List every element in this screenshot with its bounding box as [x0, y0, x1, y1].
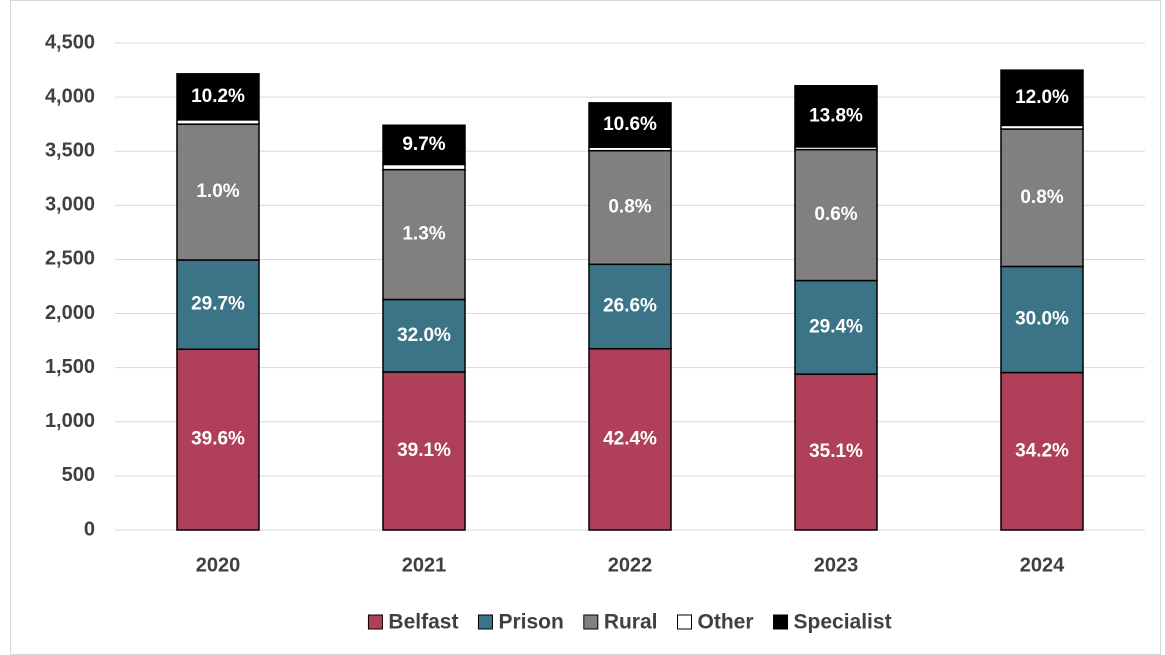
segment-label: 29.4% — [809, 316, 863, 337]
y-tick-label: 4,000 — [45, 85, 95, 107]
legend-label: Prison — [498, 611, 563, 634]
bar-segment — [794, 84, 878, 148]
bar-segment — [1000, 371, 1084, 531]
bar-segment — [794, 279, 878, 375]
bar-segment — [1000, 265, 1084, 374]
segment-label: 1.3% — [402, 224, 445, 245]
legend-swatch — [583, 614, 599, 630]
segment-label: 30.0% — [1015, 309, 1069, 330]
legend-label: Other — [698, 611, 754, 634]
segment-label: 0.6% — [814, 204, 857, 225]
bar-segment — [176, 123, 260, 261]
legend-label: Rural — [604, 611, 658, 634]
x-tick-label: 2023 — [814, 554, 859, 576]
legend-label: Belfast — [388, 611, 458, 634]
bar-segment — [382, 298, 466, 373]
y-tick-label: 1,500 — [45, 356, 95, 378]
y-tick-label: 0 — [84, 518, 95, 540]
legend-swatch — [773, 614, 789, 630]
y-tick-label: 2,500 — [45, 248, 95, 270]
bar-segment — [176, 259, 260, 351]
legend-swatch — [677, 614, 692, 630]
bar-segment — [176, 73, 260, 121]
segment-label: 10.6% — [603, 114, 657, 135]
y-tick-label: 3,000 — [45, 194, 95, 216]
segment-label: 29.7% — [191, 294, 245, 315]
bar-segment — [382, 371, 466, 531]
legend-swatch — [477, 614, 493, 630]
segment-label: 32.0% — [397, 325, 451, 346]
segment-label: 34.2% — [1015, 440, 1069, 461]
segment-label: 0.8% — [608, 197, 651, 218]
segment-label: 10.2% — [191, 86, 245, 107]
bar-segment — [176, 348, 260, 531]
bar-segment — [794, 373, 878, 531]
x-tick-label: 2021 — [402, 554, 447, 576]
x-tick-label: 2024 — [1020, 554, 1065, 576]
bar-segment — [588, 263, 672, 350]
y-tick-label: 500 — [62, 464, 95, 486]
segment-label: 9.7% — [402, 134, 445, 155]
bar-segment — [588, 347, 672, 531]
segment-label: 26.6% — [603, 296, 657, 317]
segment-label: 35.1% — [809, 441, 863, 462]
segment-label: 12.0% — [1015, 87, 1069, 108]
y-tick-label: 2,000 — [45, 302, 95, 324]
bar-segment — [382, 124, 466, 166]
segment-label: 1.0% — [196, 181, 239, 202]
bar-segment — [382, 163, 466, 171]
x-tick-label: 2022 — [608, 554, 653, 576]
bar-segment — [588, 102, 672, 148]
legend-swatch — [367, 614, 383, 630]
segment-label: 0.8% — [1020, 187, 1063, 208]
bar-segment — [1000, 69, 1084, 127]
y-tick-label: 4,500 — [45, 31, 95, 53]
x-tick-label: 2020 — [196, 554, 241, 576]
segment-label: 39.1% — [397, 440, 451, 461]
y-tick-label: 3,500 — [45, 140, 95, 162]
bar-segment — [794, 148, 878, 282]
segment-label: 13.8% — [809, 105, 863, 126]
segment-label: 42.4% — [603, 428, 657, 449]
segment-label: 39.6% — [191, 429, 245, 450]
bar-segment — [588, 149, 672, 266]
bar-segment — [1000, 128, 1084, 268]
y-tick-label: 1,000 — [45, 410, 95, 432]
legend-label: Specialist — [794, 611, 892, 634]
